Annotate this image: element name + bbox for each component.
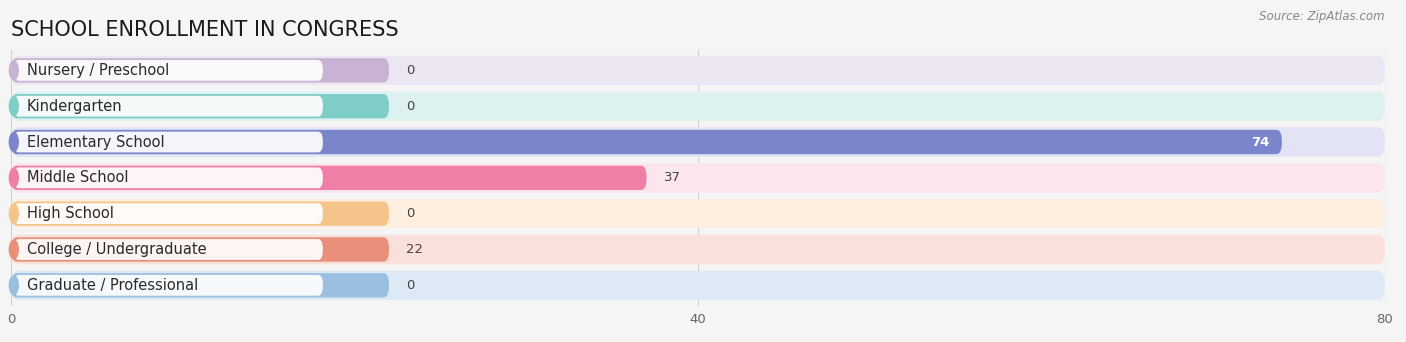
Text: Nursery / Preschool: Nursery / Preschool — [27, 63, 169, 78]
FancyBboxPatch shape — [11, 56, 1385, 85]
FancyBboxPatch shape — [11, 201, 389, 226]
Circle shape — [10, 133, 18, 151]
Text: High School: High School — [27, 206, 114, 221]
FancyBboxPatch shape — [11, 271, 1385, 300]
Text: 0: 0 — [406, 279, 415, 292]
FancyBboxPatch shape — [11, 130, 1282, 154]
Text: 0: 0 — [406, 100, 415, 113]
Circle shape — [10, 205, 18, 223]
Text: 74: 74 — [1251, 135, 1270, 148]
FancyBboxPatch shape — [14, 96, 323, 117]
Circle shape — [10, 169, 18, 187]
FancyBboxPatch shape — [11, 235, 1385, 264]
FancyBboxPatch shape — [11, 127, 1385, 157]
Text: Elementary School: Elementary School — [27, 134, 165, 149]
FancyBboxPatch shape — [14, 60, 323, 81]
Text: 0: 0 — [406, 64, 415, 77]
FancyBboxPatch shape — [14, 239, 323, 260]
FancyBboxPatch shape — [14, 132, 323, 153]
Text: 37: 37 — [664, 171, 681, 184]
Text: Kindergarten: Kindergarten — [27, 99, 122, 114]
Circle shape — [10, 276, 18, 294]
FancyBboxPatch shape — [11, 237, 389, 262]
FancyBboxPatch shape — [11, 94, 389, 118]
Text: 22: 22 — [406, 243, 423, 256]
FancyBboxPatch shape — [14, 168, 323, 188]
Text: Middle School: Middle School — [27, 170, 128, 185]
Text: Graduate / Professional: Graduate / Professional — [27, 278, 198, 293]
Circle shape — [10, 97, 18, 116]
FancyBboxPatch shape — [14, 275, 323, 296]
Text: Source: ZipAtlas.com: Source: ZipAtlas.com — [1260, 10, 1385, 23]
FancyBboxPatch shape — [14, 203, 323, 224]
FancyBboxPatch shape — [11, 273, 389, 298]
Text: SCHOOL ENROLLMENT IN CONGRESS: SCHOOL ENROLLMENT IN CONGRESS — [11, 20, 399, 40]
FancyBboxPatch shape — [11, 92, 1385, 121]
Text: College / Undergraduate: College / Undergraduate — [27, 242, 207, 257]
FancyBboxPatch shape — [11, 163, 1385, 193]
Circle shape — [10, 61, 18, 80]
FancyBboxPatch shape — [11, 58, 389, 82]
FancyBboxPatch shape — [11, 166, 647, 190]
Circle shape — [10, 240, 18, 259]
Text: 0: 0 — [406, 207, 415, 220]
FancyBboxPatch shape — [11, 199, 1385, 228]
